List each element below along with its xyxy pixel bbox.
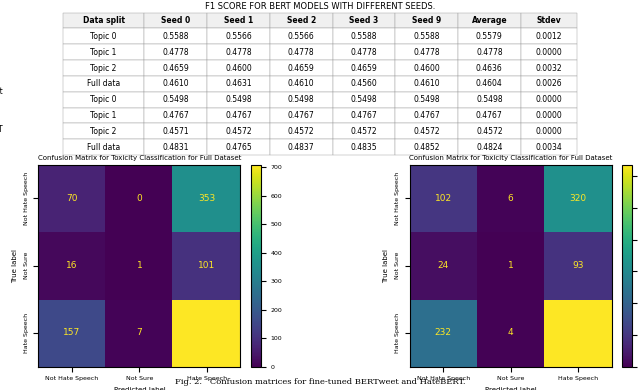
Text: 637: 637 — [570, 328, 586, 337]
Text: 16: 16 — [67, 261, 78, 270]
Text: 1: 1 — [508, 261, 513, 270]
Text: 4: 4 — [508, 328, 513, 337]
Y-axis label: True label: True label — [12, 248, 18, 283]
Text: 709: 709 — [198, 328, 215, 337]
Text: BERTweet: BERTweet — [0, 87, 3, 96]
Text: 6: 6 — [508, 194, 513, 203]
Text: 353: 353 — [198, 194, 215, 203]
Text: 7: 7 — [136, 328, 142, 337]
Text: 232: 232 — [435, 328, 452, 337]
Title: F1 SCORE FOR BERT MODELS WITH DIFFERENT SEEDS.: F1 SCORE FOR BERT MODELS WITH DIFFERENT … — [205, 2, 435, 11]
Text: 320: 320 — [570, 194, 586, 203]
Text: 102: 102 — [435, 194, 452, 203]
X-axis label: Predicted label: Predicted label — [113, 387, 165, 390]
Text: HateBERT: HateBERT — [0, 126, 3, 135]
Text: 24: 24 — [438, 261, 449, 270]
Text: 157: 157 — [63, 328, 81, 337]
Title: Confusion Matrix for Toxicity Classification for Full Dataset: Confusion Matrix for Toxicity Classifica… — [38, 156, 241, 161]
Title: Confusion Matrix for Toxicity Classification for Full Dataset: Confusion Matrix for Toxicity Classifica… — [409, 156, 612, 161]
Text: 1: 1 — [136, 261, 142, 270]
Text: Fig. 2.   Confusion matrices for fine-tuned BERTweet and HateBERT.: Fig. 2. Confusion matrices for fine-tune… — [175, 378, 465, 386]
Text: 0: 0 — [136, 194, 142, 203]
X-axis label: Predicted label: Predicted label — [484, 387, 536, 390]
Text: 101: 101 — [198, 261, 215, 270]
Y-axis label: True label: True label — [383, 248, 389, 283]
Text: 70: 70 — [67, 194, 78, 203]
Text: 93: 93 — [572, 261, 584, 270]
